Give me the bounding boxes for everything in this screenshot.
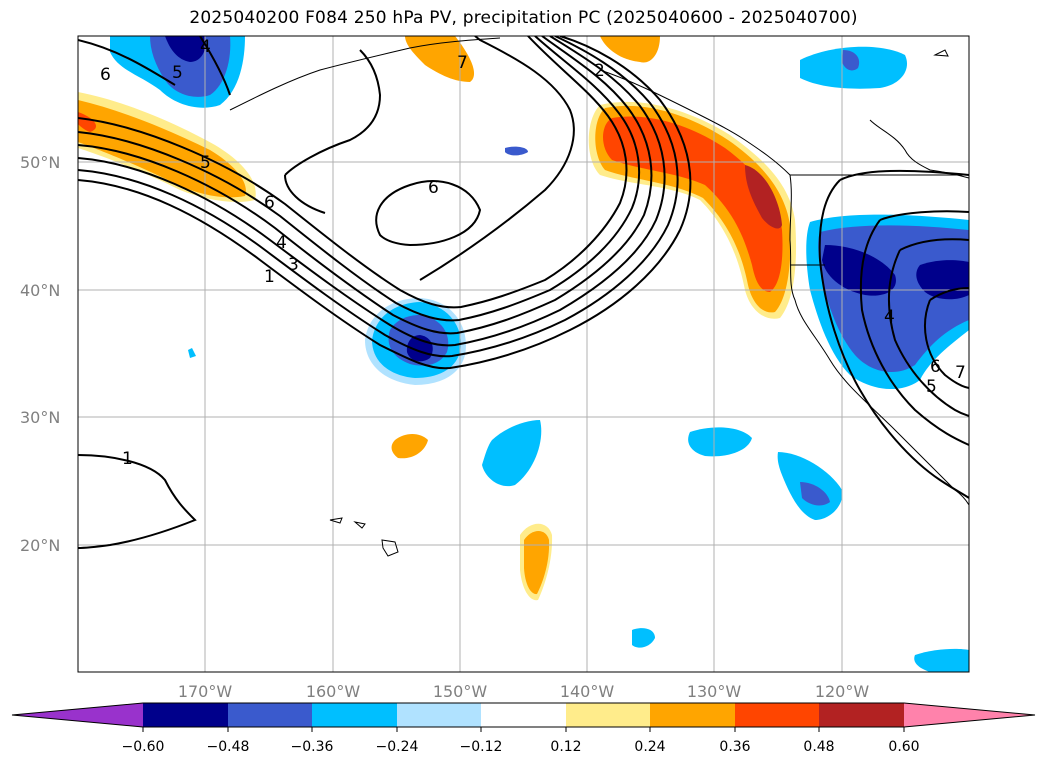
lat-label-40n: 40°N [20,281,60,300]
colorbar-tick: 0.24 [634,739,665,755]
contour-label: 7 [457,53,468,73]
contour-label: 3 [288,255,299,275]
colorbar-cell [143,703,228,727]
contour-label: 5 [172,63,183,83]
colorbar-extend-left [12,703,143,727]
contour-label: 6 [428,178,439,198]
map-area: 4 5 6 7 2 6 5 6 4 3 1 4 5 7 6 1 [78,36,969,672]
map-border [77,35,970,673]
colorbar-tick: −0.24 [376,739,419,755]
colorbar-cell [819,703,904,727]
colorbar-cell [650,703,735,727]
colorbar-tick: 0.48 [803,739,834,755]
contour-label: 6 [100,65,111,85]
contour-label: 1 [122,449,133,469]
lon-label-170w: 170°W [178,682,233,701]
contour-label: 6 [930,357,941,377]
colorbar-cell [566,703,650,727]
contour-label: 2 [594,61,605,81]
contour-label: 4 [200,37,211,57]
colorbar-cell [481,703,566,727]
contour-labels: 4 5 6 7 2 6 5 6 4 3 1 4 5 7 6 1 [100,37,966,469]
lon-label-150w: 150°W [433,682,488,701]
lon-label-140w: 140°W [560,682,615,701]
colorbar-cell [228,703,312,727]
lat-label-50n: 50°N [20,153,60,172]
lat-label-20n: 20°N [20,536,60,555]
contour-label: 4 [884,307,895,327]
precip-shading [78,36,969,672]
colorbar-extend-right [904,703,1035,727]
colorbar-tick: 0.60 [888,739,919,755]
colorbar-cell [735,703,819,727]
colorbar-tick: 0.12 [550,739,581,755]
contour-label: 4 [276,233,287,253]
lon-label-130w: 130°W [687,682,742,701]
contour-label: 1 [264,267,275,287]
pv-contours [78,36,969,549]
colorbar-tick: −0.12 [460,739,503,755]
lat-label-30n: 30°N [20,408,60,427]
colorbar-tick: −0.48 [207,739,250,755]
colorbar-cell [312,703,397,727]
colorbar-tick: −0.36 [291,739,334,755]
colorbar-cell [397,703,481,727]
contour-label: 7 [955,363,966,383]
contour-label: 5 [200,153,211,173]
figure-title: 2025040200 F084 250 hPa PV, precipitatio… [189,8,858,28]
lon-label-120w: 120°W [815,682,870,701]
contour-label: 5 [926,377,937,397]
colorbar: −0.60 −0.48 −0.36 −0.24 −0.12 0.12 0.24 … [11,702,1036,755]
colorbar-tick: −0.60 [122,739,165,755]
contour-label: 6 [264,193,275,213]
lon-label-160w: 160°W [306,682,361,701]
colorbar-tick: 0.36 [719,739,750,755]
